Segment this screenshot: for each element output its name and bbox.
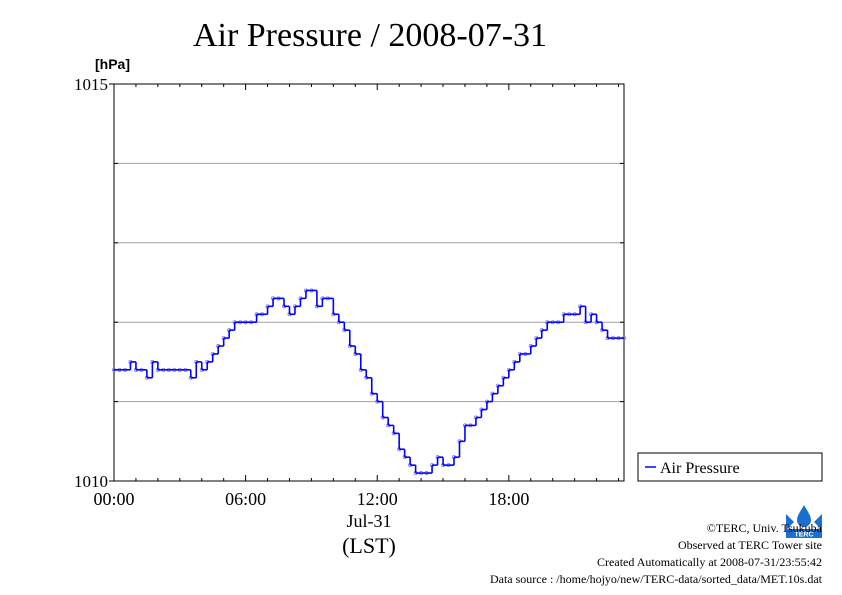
logo-text: TERC xyxy=(794,532,813,539)
x-date-label: Jul-31 xyxy=(347,511,392,531)
y-tick-label: 1015 xyxy=(74,75,108,94)
legend-box xyxy=(637,452,823,482)
logo-right-wing-icon xyxy=(814,514,822,530)
logo-left-wing-icon xyxy=(786,514,794,530)
y-tick-labels: 1015 1010 xyxy=(74,75,108,491)
y-tick-label: 1010 xyxy=(74,472,108,491)
x-tick-label: 00:00 xyxy=(93,489,134,509)
x-tick-label: 18:00 xyxy=(488,489,529,509)
chart-title: Air Pressure / 2008-07-31 xyxy=(193,17,547,54)
data-source-text: Data source : /home/hojyo/new/TERC-data/… xyxy=(490,572,823,586)
water-drop-icon xyxy=(797,505,811,527)
y-axis-label: [hPa] xyxy=(95,56,130,72)
legend: Air Pressure xyxy=(637,452,823,482)
x-axis-label: (LST) xyxy=(342,533,396,558)
data-lines xyxy=(114,289,624,474)
legend-label: Air Pressure xyxy=(660,460,740,477)
x-tick-label: 12:00 xyxy=(357,489,398,509)
x-tick-label: 06:00 xyxy=(225,489,266,509)
copyright-text: ©TERC, Univ. Tsukuba xyxy=(707,521,823,535)
created-text: Created Automatically at 2008-07-31/23:5… xyxy=(597,555,822,569)
observed-text: Observed at TERC Tower site xyxy=(678,538,822,552)
terc-logo: TERC xyxy=(786,504,822,539)
axis-ticks xyxy=(109,83,624,482)
plot-frame xyxy=(113,83,625,482)
grid-lines xyxy=(114,162,624,403)
logo-band xyxy=(786,529,822,538)
x-tick-labels: 00:00 06:00 12:00 18:00 xyxy=(93,489,529,509)
